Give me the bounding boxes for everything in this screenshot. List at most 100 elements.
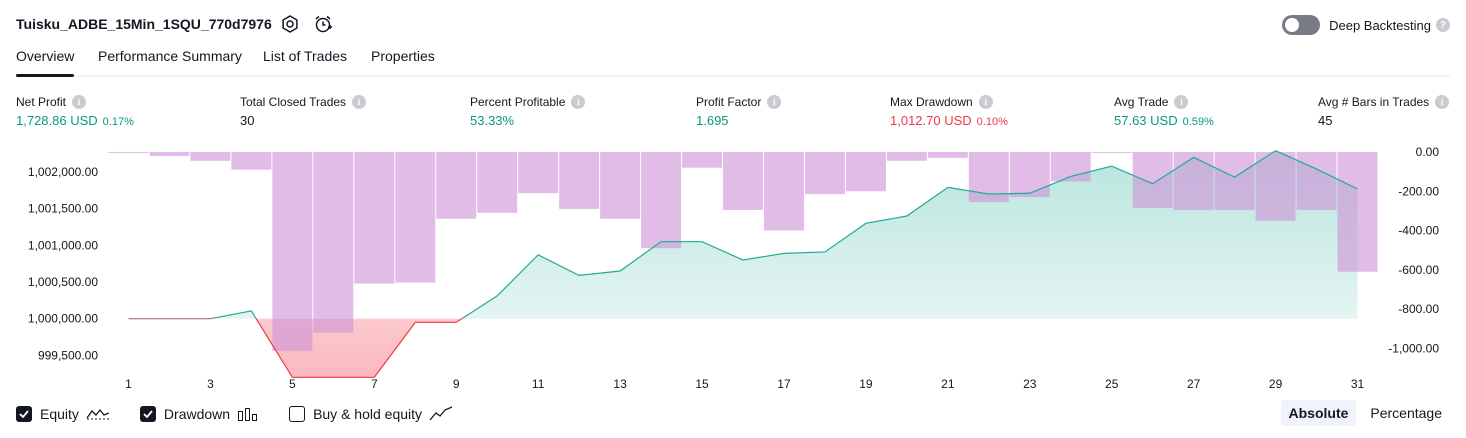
right-axis-tick-label: 0.00 bbox=[1416, 145, 1440, 159]
metric-value: 1,012.70 USD bbox=[890, 113, 972, 128]
x-axis-tick-label: 31 bbox=[1351, 377, 1365, 391]
x-axis-tick-label: 7 bbox=[371, 377, 378, 391]
metric-value: 1.695 bbox=[696, 113, 729, 128]
info-icon[interactable]: i bbox=[767, 95, 781, 109]
legend-drawdown[interactable]: Drawdown bbox=[140, 406, 259, 422]
add-alert-icon[interactable] bbox=[313, 14, 333, 34]
legend-equity[interactable]: Equity bbox=[16, 406, 110, 422]
help-icon[interactable]: ? bbox=[1436, 18, 1450, 32]
drawdown-bar bbox=[764, 152, 804, 231]
x-axis-tick-label: 29 bbox=[1269, 377, 1283, 391]
drawdown-bar bbox=[231, 152, 271, 170]
legend-buy-hold-equity[interactable]: Buy & hold equity bbox=[289, 406, 453, 422]
drawdown-bar bbox=[559, 152, 599, 209]
tab-properties[interactable]: Properties bbox=[371, 48, 435, 75]
deep-backtesting: Deep Backtesting ? bbox=[1282, 14, 1450, 36]
left-axis-tick-label: 1,000,000.00 bbox=[28, 312, 98, 326]
toggle-knob bbox=[1285, 18, 1299, 32]
metric-percent-profitable: Percent Profitable i 53.33% bbox=[470, 94, 585, 128]
drawdown-bar bbox=[354, 152, 394, 284]
metric-value: 57.63 USD bbox=[1114, 113, 1178, 128]
metric-avg-bars-in-trades: Avg # Bars in Trades i 45 bbox=[1318, 94, 1449, 128]
drawdown-bar bbox=[1174, 152, 1214, 210]
metric-label: Avg # Bars in Trades bbox=[1318, 95, 1429, 109]
tab-bar: Overview Performance Summary List of Tra… bbox=[16, 48, 1450, 77]
equity-drawdown-chart[interactable]: 1,002,000.00 1,001,500.00 1,001,000.00 1,00… bbox=[0, 130, 1466, 395]
x-axis-tick-label: 19 bbox=[859, 377, 873, 391]
metric-value: 53.33% bbox=[470, 113, 514, 128]
right-axis-tick-label: -400.00 bbox=[1398, 224, 1439, 238]
metric-net-profit: Net Profit i 1,728.86 USD 0.17% bbox=[16, 94, 134, 128]
drawdown-bar bbox=[436, 152, 476, 219]
drawdown-checkbox[interactable] bbox=[140, 406, 156, 422]
drawdown-bar bbox=[272, 152, 312, 351]
x-axis-tick-label: 27 bbox=[1187, 377, 1201, 391]
buy-hold-checkbox[interactable] bbox=[289, 406, 305, 422]
metric-value: 1,728.86 USD bbox=[16, 113, 98, 128]
metric-label: Total Closed Trades bbox=[240, 95, 346, 109]
drawdown-bar bbox=[887, 152, 927, 161]
info-icon[interactable]: i bbox=[72, 95, 86, 109]
legend-drawdown-label: Drawdown bbox=[164, 406, 230, 422]
drawdown-bar bbox=[109, 152, 149, 153]
metric-label: Avg Trade bbox=[1114, 95, 1168, 109]
x-axis-tick-label: 17 bbox=[777, 377, 791, 391]
tab-overview[interactable]: Overview bbox=[16, 48, 74, 75]
metric-value: 45 bbox=[1318, 113, 1332, 128]
metric-percent: 0.17% bbox=[103, 116, 134, 128]
drawdown-bar bbox=[149, 152, 189, 156]
drawdown-bar bbox=[518, 152, 558, 193]
metric-label: Max Drawdown bbox=[890, 95, 973, 109]
left-axis-tick-label: 999,500.00 bbox=[38, 348, 98, 362]
drawdown-bar bbox=[1010, 152, 1050, 197]
info-icon[interactable]: i bbox=[571, 95, 585, 109]
info-icon[interactable]: i bbox=[1174, 95, 1188, 109]
legend-buy-hold-label: Buy & hold equity bbox=[313, 406, 422, 422]
drawdown-bar bbox=[805, 152, 845, 194]
drawdown-bar bbox=[1133, 152, 1173, 208]
metric-max-drawdown: Max Drawdown i 1,012.70 USD 0.10% bbox=[890, 94, 1008, 128]
info-icon[interactable]: i bbox=[1435, 95, 1449, 109]
metric-label: Profit Factor bbox=[696, 95, 761, 109]
tab-list-of-trades[interactable]: List of Trades bbox=[263, 48, 347, 75]
tab-performance-summary[interactable]: Performance Summary bbox=[98, 48, 242, 75]
settings-icon[interactable] bbox=[280, 14, 300, 34]
x-axis-tick-label: 9 bbox=[453, 377, 460, 391]
metric-total-closed-trades: Total Closed Trades i 30 bbox=[240, 94, 366, 128]
drawdown-bar bbox=[395, 152, 435, 283]
drawdown-bar bbox=[600, 152, 640, 219]
drawdown-bar bbox=[1297, 152, 1337, 210]
deep-backtesting-label: Deep Backtesting bbox=[1329, 18, 1431, 33]
metric-label: Net Profit bbox=[16, 95, 66, 109]
x-axis-tick-label: 21 bbox=[941, 377, 955, 391]
right-axis-tick-label: -1,000.00 bbox=[1388, 341, 1439, 355]
deep-backtesting-toggle[interactable] bbox=[1282, 15, 1320, 35]
drawdown-bar bbox=[1256, 152, 1296, 221]
right-axis-tick-label: -800.00 bbox=[1398, 302, 1439, 316]
equity-checkbox[interactable] bbox=[16, 406, 32, 422]
info-icon[interactable]: i bbox=[979, 95, 993, 109]
metric-label: Percent Profitable bbox=[470, 95, 565, 109]
info-icon[interactable]: i bbox=[352, 95, 366, 109]
strategy-title: Tuisku_ADBE_15Min_1SQU_770d7976 bbox=[16, 16, 272, 32]
drawdown-bar bbox=[723, 152, 763, 210]
drawdown-bar bbox=[1215, 152, 1255, 210]
drawdown-bar bbox=[190, 152, 230, 161]
x-axis-tick-label: 13 bbox=[613, 377, 627, 391]
legend-equity-label: Equity bbox=[40, 406, 79, 422]
strategy-header: Tuisku_ADBE_15Min_1SQU_770d7976 Deep Bac… bbox=[16, 12, 1450, 38]
x-axis-tick-label: 25 bbox=[1105, 377, 1119, 391]
x-axis-tick-label: 1 bbox=[125, 377, 132, 391]
percentage-button[interactable]: Percentage bbox=[1362, 400, 1450, 426]
drawdown-bar bbox=[477, 152, 517, 213]
value-mode-switch: Absolute Percentage bbox=[1275, 400, 1451, 426]
drawdown-bar bbox=[641, 152, 681, 248]
right-axis-tick-label: -600.00 bbox=[1398, 263, 1439, 277]
x-axis-tick-label: 23 bbox=[1023, 377, 1037, 391]
x-axis-tick-label: 11 bbox=[532, 377, 545, 391]
equity-line-icon bbox=[86, 406, 110, 422]
left-axis-tick-label: 1,001,500.00 bbox=[28, 202, 98, 216]
drawdown-bar bbox=[313, 152, 353, 333]
x-axis-tick-label: 3 bbox=[207, 377, 214, 391]
absolute-button[interactable]: Absolute bbox=[1281, 400, 1357, 426]
